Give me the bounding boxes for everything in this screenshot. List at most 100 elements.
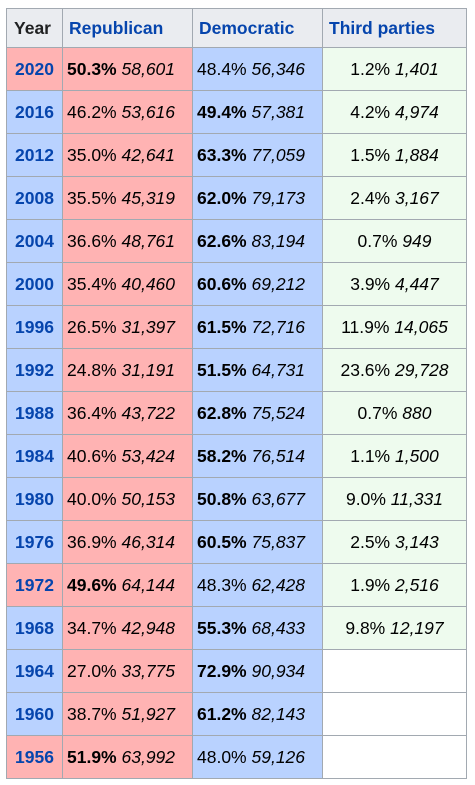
democratic-votes: 62,428 bbox=[251, 574, 306, 595]
democratic-cell: 61.2% 82,143 bbox=[192, 692, 323, 736]
third-parties-votes: 1,884 bbox=[394, 144, 439, 165]
democratic-percent: 50.8% bbox=[197, 488, 247, 509]
year-link[interactable]: 1988 bbox=[6, 391, 63, 435]
republican-percent: 51.9% bbox=[67, 746, 117, 767]
table-row: 2012 35.0% 42,641 63.3% 77,059 1.5% 1,884 bbox=[6, 133, 467, 177]
third-parties-percent: 1.2% bbox=[350, 58, 391, 79]
republican-votes: 53,616 bbox=[121, 101, 176, 122]
third-parties-percent: 1.5% bbox=[350, 144, 391, 165]
third-parties-percent: 23.6% bbox=[340, 359, 391, 380]
democratic-votes: 77,059 bbox=[251, 144, 306, 165]
year-link[interactable]: 1956 bbox=[6, 735, 63, 779]
republican-percent: 50.3% bbox=[67, 58, 117, 79]
republican-cell: 35.5% 45,319 bbox=[62, 176, 193, 220]
third-parties-cell: 2.4% 3,167 bbox=[322, 176, 467, 220]
year-link[interactable]: 1996 bbox=[6, 305, 63, 349]
year-link[interactable]: 1984 bbox=[6, 434, 63, 478]
democratic-cell: 60.6% 69,212 bbox=[192, 262, 323, 306]
democratic-cell: 49.4% 57,381 bbox=[192, 90, 323, 134]
third-parties-cell: 0.7% 880 bbox=[322, 391, 467, 435]
third-parties-cell: 9.8% 12,197 bbox=[322, 606, 467, 650]
republican-cell: 35.0% 42,641 bbox=[62, 133, 193, 177]
democratic-votes: 75,837 bbox=[251, 531, 306, 552]
democratic-percent: 49.4% bbox=[197, 101, 247, 122]
year-link[interactable]: 1976 bbox=[6, 520, 63, 564]
republican-cell: 38.7% 51,927 bbox=[62, 692, 193, 736]
republican-percent: 24.8% bbox=[67, 359, 117, 380]
democratic-votes: 90,934 bbox=[251, 660, 306, 681]
table-row: 2020 50.3% 58,601 48.4% 56,346 1.2% 1,401 bbox=[6, 47, 467, 91]
year-link[interactable]: 1972 bbox=[6, 563, 63, 607]
year-link[interactable]: 1960 bbox=[6, 692, 63, 736]
year-link[interactable]: 1992 bbox=[6, 348, 63, 392]
third-parties-cell: 4.2% 4,974 bbox=[322, 90, 467, 134]
header-democratic-link[interactable]: Democratic bbox=[192, 8, 323, 48]
democratic-percent: 60.6% bbox=[197, 273, 247, 294]
republican-votes: 31,191 bbox=[121, 359, 176, 380]
republican-votes: 51,927 bbox=[121, 703, 176, 724]
year-link[interactable]: 2016 bbox=[6, 90, 63, 134]
year-link[interactable]: 1980 bbox=[6, 477, 63, 521]
third-parties-cell: 0.7% 949 bbox=[322, 219, 467, 263]
election-results-table: Year Republican Democratic Third parties… bbox=[6, 8, 467, 779]
republican-percent: 40.0% bbox=[67, 488, 117, 509]
republican-percent: 35.4% bbox=[67, 273, 117, 294]
republican-cell: 40.6% 53,424 bbox=[62, 434, 193, 478]
democratic-percent: 48.3% bbox=[197, 574, 247, 595]
republican-percent: 36.4% bbox=[67, 402, 117, 423]
third-parties-votes: 1,401 bbox=[394, 58, 439, 79]
third-parties-votes: 4,447 bbox=[394, 273, 439, 294]
republican-percent: 46.2% bbox=[67, 101, 117, 122]
third-parties-votes: 3,143 bbox=[394, 531, 439, 552]
third-parties-votes: 12,197 bbox=[390, 617, 444, 638]
year-link[interactable]: 2012 bbox=[6, 133, 63, 177]
table-row: 1960 38.7% 51,927 61.2% 82,143 bbox=[6, 692, 467, 736]
republican-percent: 40.6% bbox=[67, 445, 117, 466]
third-parties-cell: 1.1% 1,500 bbox=[322, 434, 467, 478]
header-third-parties-link[interactable]: Third parties bbox=[322, 8, 467, 48]
third-parties-cell: 1.9% 2,516 bbox=[322, 563, 467, 607]
year-link[interactable]: 2000 bbox=[6, 262, 63, 306]
republican-cell: 36.4% 43,722 bbox=[62, 391, 193, 435]
third-parties-cell: 2.5% 3,143 bbox=[322, 520, 467, 564]
democratic-cell: 48.0% 59,126 bbox=[192, 735, 323, 779]
table-row: 1976 36.9% 46,314 60.5% 75,837 2.5% 3,143 bbox=[6, 520, 467, 564]
democratic-cell: 48.3% 62,428 bbox=[192, 563, 323, 607]
democratic-votes: 75,524 bbox=[251, 402, 306, 423]
third-parties-percent: 9.0% bbox=[346, 488, 386, 509]
third-parties-cell: 9.0% 11,331 bbox=[322, 477, 467, 521]
header-republican-link[interactable]: Republican bbox=[62, 8, 193, 48]
democratic-percent: 61.5% bbox=[197, 316, 247, 337]
democratic-votes: 59,126 bbox=[251, 746, 306, 767]
header-year: Year bbox=[6, 8, 63, 48]
republican-cell: 50.3% 58,601 bbox=[62, 47, 193, 91]
year-link[interactable]: 1964 bbox=[6, 649, 63, 693]
year-link[interactable]: 2020 bbox=[6, 47, 63, 91]
third-parties-cell: 3.9% 4,447 bbox=[322, 262, 467, 306]
third-parties-percent: 9.8% bbox=[345, 617, 386, 638]
year-link[interactable]: 1968 bbox=[6, 606, 63, 650]
democratic-votes: 79,173 bbox=[251, 187, 306, 208]
republican-votes: 43,722 bbox=[121, 402, 176, 423]
table-row: 1996 26.5% 31,397 61.5% 72,716 11.9% 14,065 bbox=[6, 305, 467, 349]
republican-votes: 53,424 bbox=[121, 445, 176, 466]
third-parties-cell: 11.9% 14,065 bbox=[322, 305, 467, 349]
democratic-percent: 62.0% bbox=[197, 187, 247, 208]
third-parties-percent: 3.9% bbox=[350, 273, 391, 294]
year-link[interactable]: 2008 bbox=[6, 176, 63, 220]
democratic-percent: 48.4% bbox=[197, 58, 247, 79]
third-parties-percent: 0.7% bbox=[357, 402, 398, 423]
year-link[interactable]: 2004 bbox=[6, 219, 63, 263]
republican-votes: 40,460 bbox=[121, 273, 176, 294]
third-parties-cell: 1.5% 1,884 bbox=[322, 133, 467, 177]
third-parties-votes: 11,331 bbox=[390, 488, 443, 509]
table-row: 1972 49.6% 64,144 48.3% 62,428 1.9% 2,516 bbox=[6, 563, 467, 607]
table-row: 2008 35.5% 45,319 62.0% 79,173 2.4% 3,167 bbox=[6, 176, 467, 220]
republican-percent: 36.6% bbox=[67, 230, 117, 251]
democratic-percent: 55.3% bbox=[197, 617, 247, 638]
democratic-percent: 62.8% bbox=[197, 402, 247, 423]
third-parties-votes: 29,728 bbox=[394, 359, 449, 380]
democratic-percent: 51.5% bbox=[197, 359, 247, 380]
third-parties-percent: 2.4% bbox=[350, 187, 391, 208]
third-parties-votes: 3,167 bbox=[394, 187, 439, 208]
